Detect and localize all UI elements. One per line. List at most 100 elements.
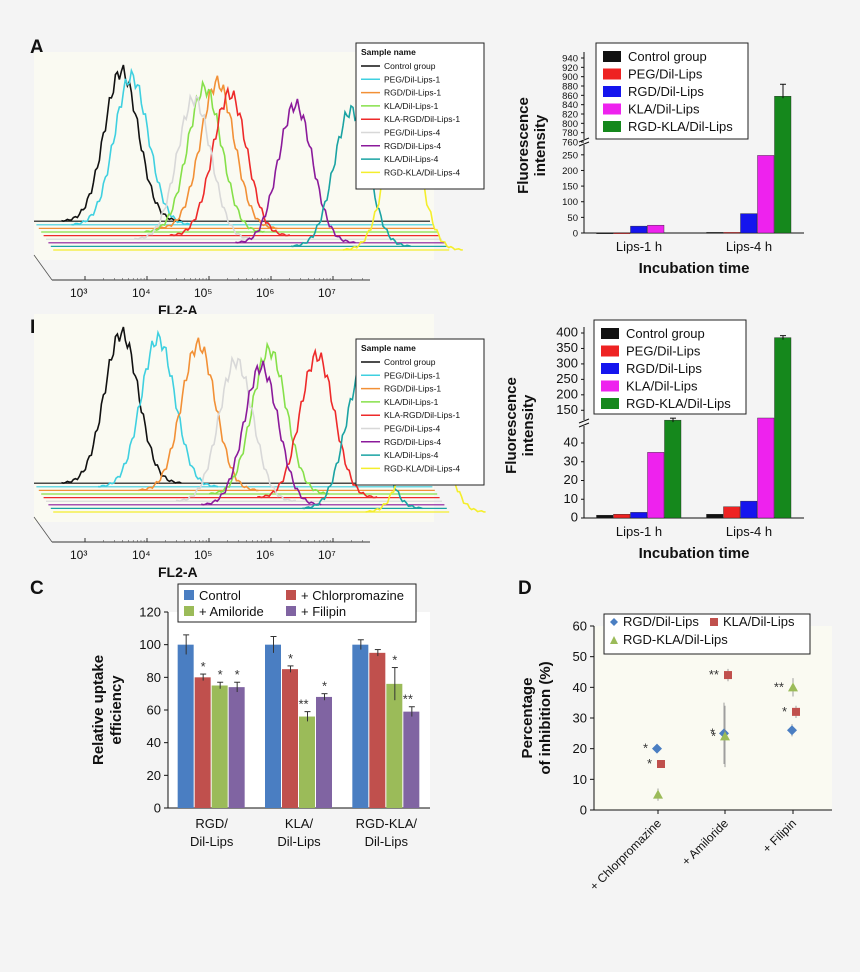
scatter-significance: ** [709, 667, 719, 682]
scatter-significance: * [647, 756, 652, 771]
scatter-legend-marker [610, 636, 618, 644]
axis-break-mark [578, 422, 590, 428]
bar-c-category-label: Dil-Lips [190, 834, 234, 849]
scatter-plot-area [594, 626, 832, 810]
scatter-significance: * [782, 704, 787, 719]
bar-y-tick-label: 860 [562, 91, 578, 102]
bar-y-tick-label: 780 [562, 128, 578, 139]
bar-y-tick-label: 800 [562, 119, 578, 130]
axis-break-mark [578, 418, 590, 424]
bar-y-tick-label: 760 [562, 138, 578, 149]
bar-c-y-axis-label: efficiency [108, 675, 125, 745]
bar-c-legend-swatch [184, 606, 194, 616]
bar-y-tick-label: 940 [562, 54, 578, 65]
flow-legend-entry: PEG/Dil-Lips-1 [384, 370, 440, 380]
scatter-y-tick-label: 20 [573, 741, 587, 756]
bar-c-bar [386, 683, 403, 808]
flow-x-axis-label: FL2-A [158, 564, 198, 580]
bar-legend-entry: PEG/Dil-Lips [626, 344, 701, 359]
flow-x-tick-label: 10⁴ [132, 286, 151, 300]
bar-legend-entry: PEG/Dil-Lips [628, 67, 703, 82]
bar-legend-entry: RGD-KLA/Dil-Lips [628, 119, 733, 134]
flow-curve-2 [97, 329, 219, 488]
flow-legend-entry: RGD/Dil-Lips-4 [384, 437, 441, 447]
flow-curve-4 [208, 341, 330, 495]
bar-c-significance: * [392, 653, 397, 668]
bar-y-tick-label: 900 [562, 72, 578, 83]
bar-category-label: Lips-4 h [726, 239, 772, 254]
bar-legend-swatch [601, 380, 619, 392]
bar [723, 506, 741, 519]
bar [723, 232, 741, 234]
bar-c-y-tick-label: 80 [147, 670, 161, 685]
scatter-significance: * [643, 741, 648, 756]
bar-c-significance: * [218, 667, 223, 682]
flow-legend-a: Sample name Control group PEG/Dil-Lips-1 RG… [355, 42, 485, 190]
scatter-legend-marker [710, 618, 718, 626]
bar-y-tick-label: 350 [556, 340, 578, 355]
flow-curve-6 [175, 355, 297, 503]
flow-curve-5 [257, 347, 378, 499]
axis-break-mark [578, 137, 590, 143]
flow-x-tick-label: 10⁵ [194, 548, 212, 562]
bar-c-significance: * [288, 651, 293, 666]
bar-c-legend-box [177, 583, 417, 623]
bar-legend-entry: Control group [628, 49, 707, 64]
bar-c-category-label: KLA/ [285, 816, 314, 831]
flow-legend-entry: KLA-RGD/Dil-Lips-1 [384, 410, 460, 420]
flow-curve-3 [157, 75, 278, 230]
scatter-point [792, 707, 800, 716]
scatter-legend-entry: KLA/Dil-Lips [723, 614, 795, 629]
bar-c-y-axis-label: Relative uptake [90, 655, 107, 765]
flow-legend-entry: RGD-KLA/Dil-Lips-4 [384, 463, 460, 473]
bar-x-axis-label: Incubation time [639, 260, 750, 277]
flow-curve-3 [138, 337, 259, 492]
flow-curve-7 [200, 360, 322, 506]
bar [630, 512, 648, 519]
bar-y-tick-label: 920 [562, 63, 578, 74]
flow-x-tick-label: 10⁵ [194, 286, 212, 300]
scatter-significance: * [710, 725, 715, 740]
bar-legend-swatch [601, 398, 619, 409]
bar-c-bar [316, 696, 332, 808]
bar-c-significance: * [235, 667, 240, 682]
flow-legend-entry: PEG/Dil-Lips-4 [384, 128, 440, 138]
bar [613, 232, 631, 234]
bar-c-y-tick-label: 60 [147, 703, 161, 718]
bar-legend-box [593, 319, 747, 415]
bar-legend-swatch [603, 68, 621, 80]
scatter-point [788, 682, 798, 692]
bar [647, 452, 665, 519]
axis-break-mark [578, 141, 590, 147]
scatter-x-tick-label: + Chlorpromazine [587, 816, 664, 893]
bar-y-tick-label: 10 [564, 491, 578, 506]
flow-legend-title: Sample name [361, 343, 416, 353]
bar-c-legend-swatch [286, 606, 296, 616]
bar-legend-entry: RGD/Dil-Lips [626, 361, 702, 376]
bar-category-label: Lips-4 h [726, 524, 772, 539]
flow-x-tick-label: 10⁷ [318, 548, 336, 562]
bar-legend-entry: RGD/Dil-Lips [628, 84, 704, 99]
bar-c-bar [265, 644, 281, 808]
bar-c-bar [299, 716, 315, 808]
bar-c-significance: * [322, 679, 327, 694]
bar-x-axis-label: Incubation time [639, 545, 750, 562]
bar [740, 500, 758, 519]
flow-legend-entry: PEG/Dil-Lips-1 [384, 74, 440, 84]
bar-c-y-tick-label: 40 [147, 735, 161, 750]
bar-y-axis-label: Fluorescence [515, 97, 532, 194]
scatter-y-tick-label: 40 [573, 680, 587, 695]
flow-curve-7 [235, 98, 356, 244]
bar-c-bar [211, 685, 228, 808]
bar-c-legend-entry: + Filipin [301, 604, 346, 619]
scatter-legend-entry: RGD/Dil-Lips [623, 614, 699, 629]
bar-legend-entry: Control group [626, 326, 705, 341]
bar-c-significance: ** [403, 692, 413, 707]
bar [740, 213, 758, 234]
flow-curve-6 [134, 93, 255, 241]
bar-legend-swatch [603, 121, 621, 132]
flow-x-tick-label: 10⁴ [132, 548, 151, 562]
flow-legend-entry: KLA-RGD/Dil-Lips-1 [384, 114, 460, 124]
